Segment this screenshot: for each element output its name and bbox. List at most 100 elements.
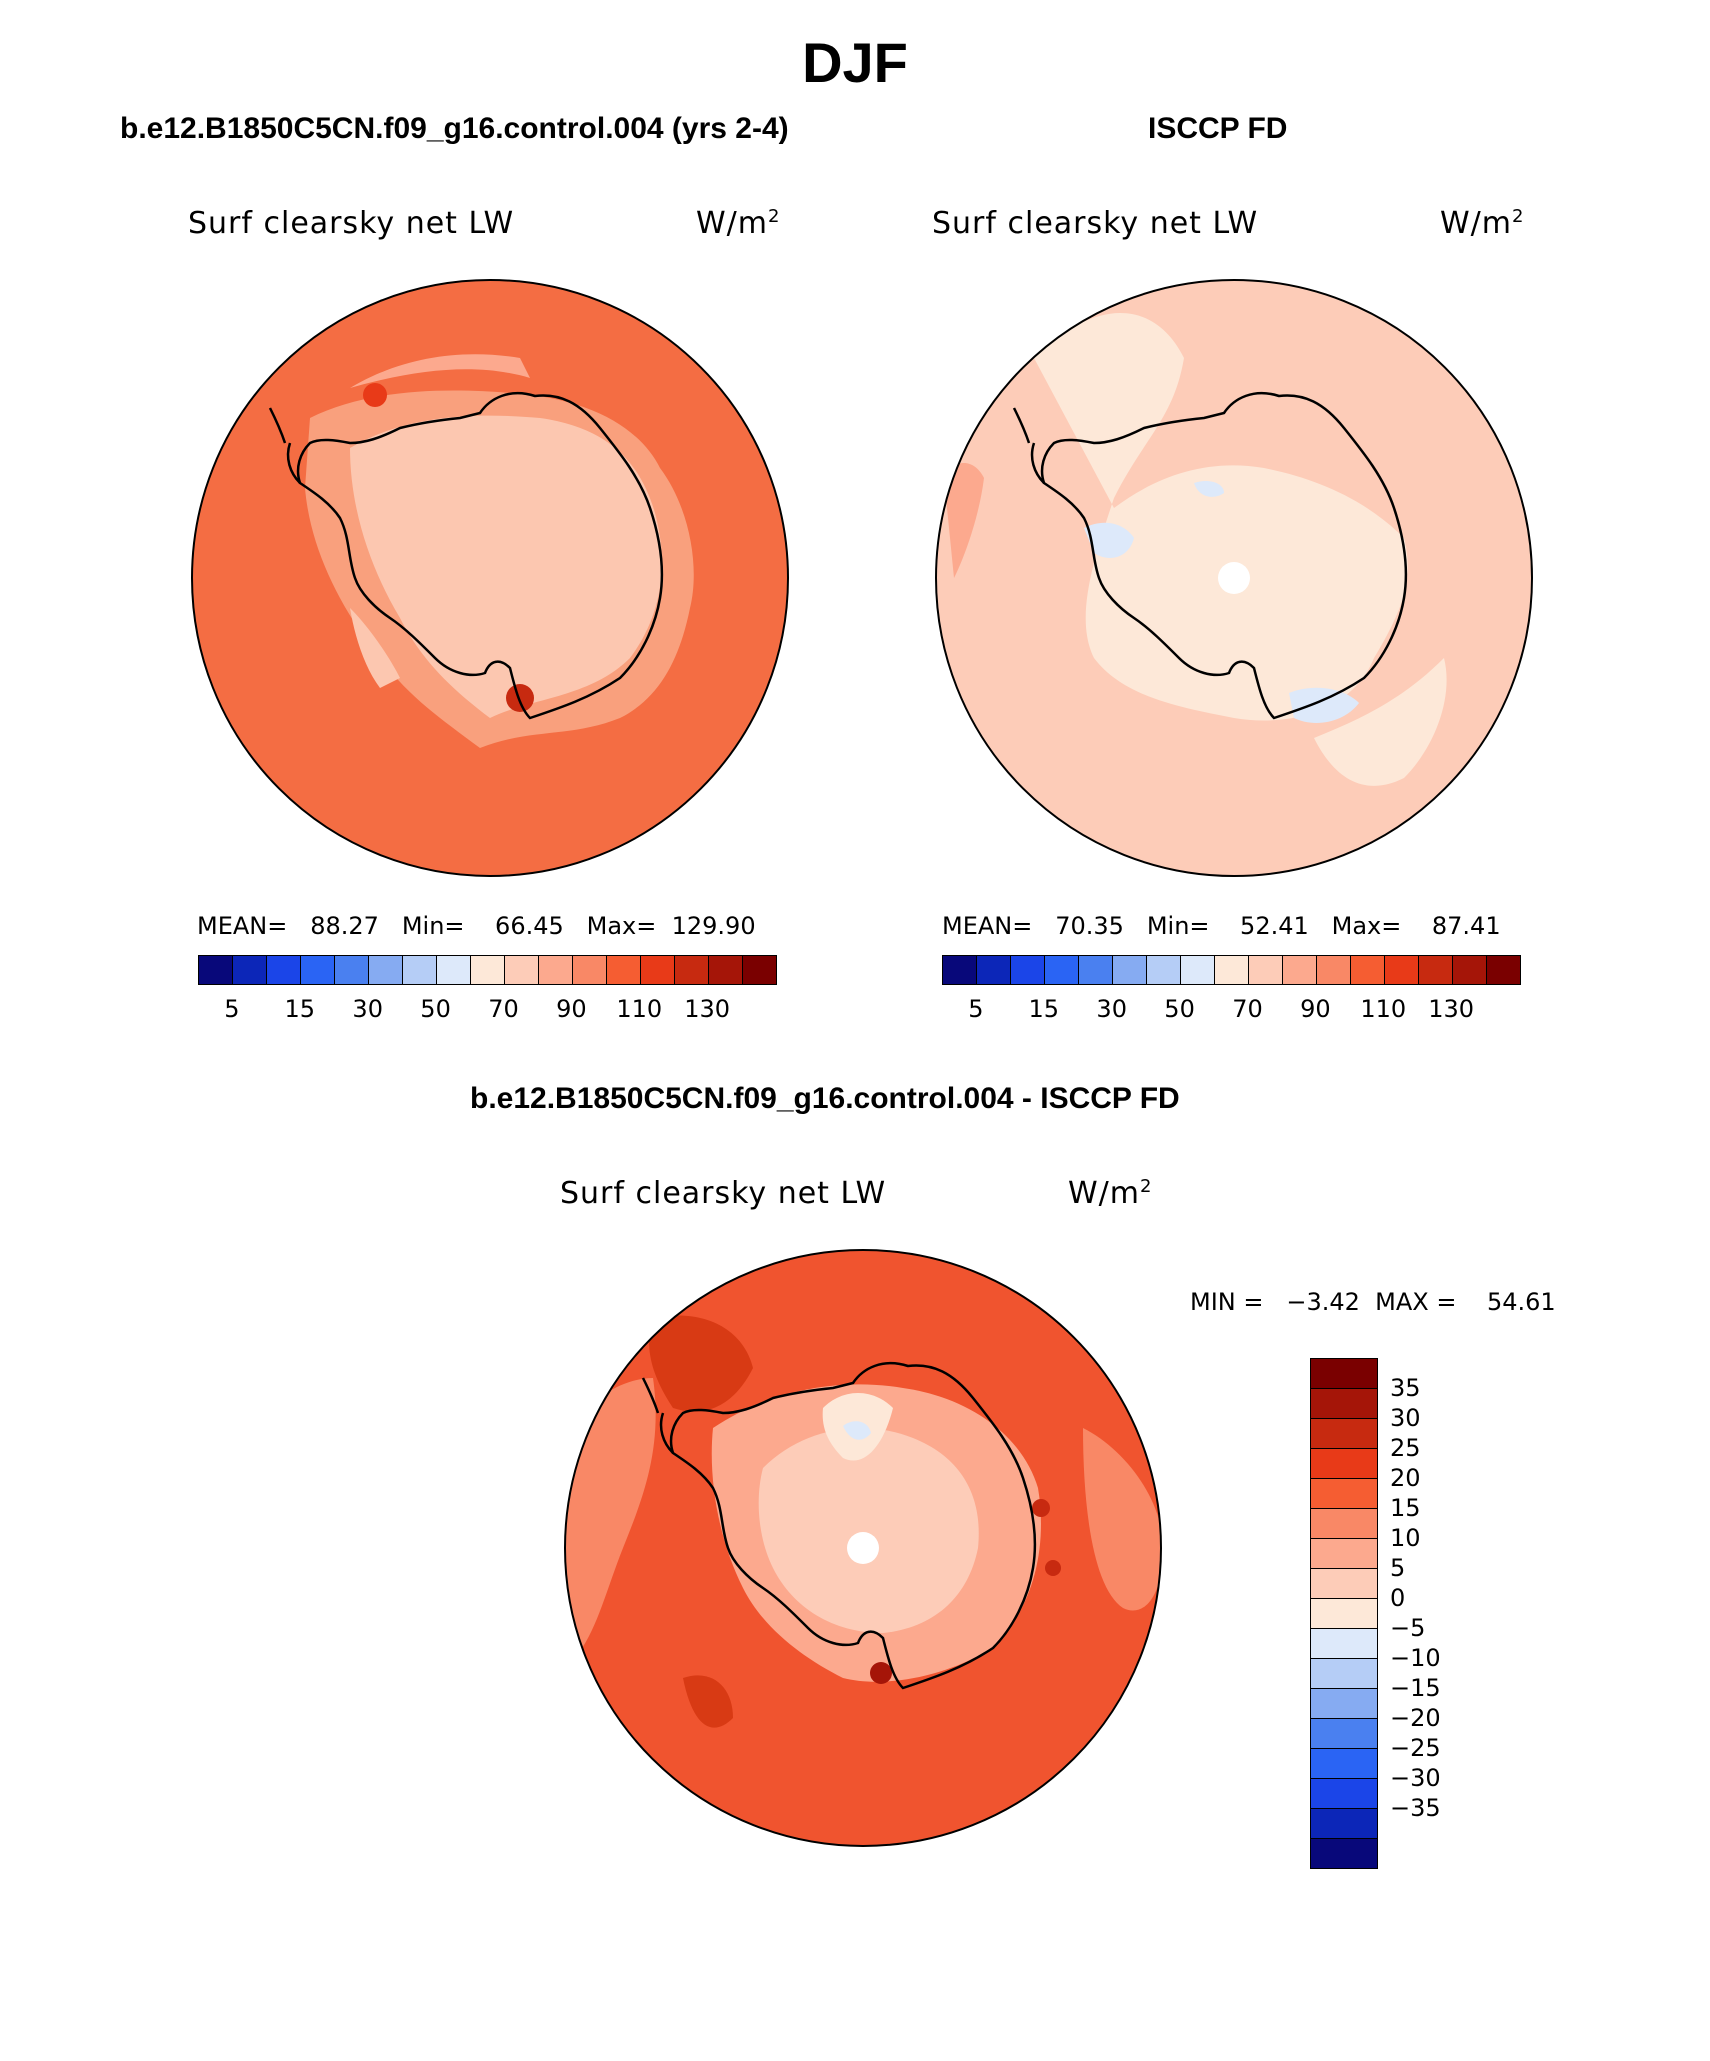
- colorbar-swatch: [233, 956, 267, 984]
- colorbar-swatch: [607, 956, 641, 984]
- colorbar-tick-label: 70: [1232, 995, 1263, 1023]
- colorbar-swatch: [1311, 1599, 1377, 1629]
- colorbar-swatch: [1453, 956, 1487, 984]
- colorbar-swatch: [403, 956, 437, 984]
- colorbar-swatch: [1311, 1689, 1377, 1719]
- colorbar-swatch: [301, 956, 335, 984]
- colorbar-tick-label: 15: [1390, 1494, 1421, 1522]
- colorbar-tick-label: 130: [684, 995, 731, 1023]
- antarctica-coastline: [1040, 391, 1408, 720]
- panel-header-model: b.e12.B1850C5CN.f09_g16.control.004 (yrs…: [120, 112, 789, 145]
- stats-obs: MEAN= 70.35 Min= 52.41 Max= 87.41: [942, 912, 1501, 940]
- colorbar-swatch: [1311, 1779, 1377, 1809]
- colorbar-swatch: [1311, 1389, 1377, 1419]
- colorbar-swatch: [1181, 956, 1215, 984]
- map-border: [935, 279, 1533, 877]
- plot-label-model: Surf clearsky net LW: [188, 206, 515, 241]
- colorbar-swatch: [743, 956, 776, 984]
- map-contour-hotspot: [870, 1662, 892, 1684]
- colorbar-swatch: [1317, 956, 1351, 984]
- polar-map-diff: [564, 1249, 1162, 1847]
- colorbar-model: [198, 955, 777, 985]
- panel-header-obs: ISCCP FD: [1148, 112, 1288, 145]
- colorbar-swatch: [369, 956, 403, 984]
- colorbar-tick-label: 25: [1390, 1434, 1421, 1462]
- colorbar-swatch: [505, 956, 539, 984]
- colorbar-swatch: [1311, 1839, 1377, 1868]
- colorbar-swatch: [1113, 956, 1147, 984]
- colorbar-swatch: [977, 956, 1011, 984]
- colorbar-tick-label: 10: [1390, 1524, 1421, 1552]
- colorbar-swatch: [1385, 956, 1419, 984]
- colorbar-tick-label: 30: [352, 995, 383, 1023]
- map-border: [191, 279, 789, 877]
- colorbar-tick-label: −35: [1390, 1794, 1441, 1822]
- minmax-diff: MIN = −3.42 MAX = 54.61: [1190, 1288, 1556, 1316]
- colorbar-tick-label: 0: [1390, 1584, 1406, 1612]
- colorbar-swatch: [267, 956, 301, 984]
- colorbar-swatch: [1419, 956, 1453, 984]
- colorbar-swatch: [1311, 1509, 1377, 1539]
- colorbar-tick-label: −25: [1390, 1734, 1441, 1762]
- colorbar-swatch: [1215, 956, 1249, 984]
- colorbar-tick-label: 110: [1360, 995, 1407, 1023]
- map-contour-cool-patch: [1084, 522, 1134, 558]
- map-contour-interior: [758, 1428, 979, 1633]
- colorbar-tick-label: −30: [1390, 1764, 1441, 1792]
- colorbar-swatch: [1311, 1809, 1377, 1839]
- colorbar-tick-label: 30: [1096, 995, 1127, 1023]
- colorbar-swatch: [1079, 956, 1113, 984]
- colorbar-swatch: [335, 956, 369, 984]
- page-title: DJF: [802, 31, 908, 94]
- colorbar-swatch: [573, 956, 607, 984]
- map-contour-hotspot: [506, 684, 534, 712]
- colorbar-swatch: [1351, 956, 1385, 984]
- colorbar-swatch: [641, 956, 675, 984]
- map-contour-interior: [350, 415, 662, 718]
- unit-label-diff: W/m2: [1068, 1176, 1153, 1211]
- colorbar-swatch: [539, 956, 573, 984]
- map-border: [564, 1249, 1162, 1847]
- colorbar-tick-label: 15: [284, 995, 316, 1023]
- pole-hole: [847, 1532, 879, 1564]
- pole-hole: [1218, 562, 1250, 594]
- colorbar-diff: [1310, 1358, 1378, 1869]
- colorbar-tick-label: 50: [420, 995, 451, 1023]
- colorbar-tick-label: −20: [1390, 1704, 1441, 1732]
- antarctica-coastline: [669, 1361, 1037, 1690]
- colorbar-tick-label: −15: [1390, 1674, 1441, 1702]
- colorbar-swatch: [1311, 1659, 1377, 1689]
- plot-label-obs: Surf clearsky net LW: [932, 206, 1259, 241]
- colorbar-tick-label: −10: [1390, 1644, 1441, 1672]
- colorbar-swatch: [1311, 1719, 1377, 1749]
- colorbar-swatch: [1311, 1569, 1377, 1599]
- colorbar-tick-label: 90: [556, 995, 587, 1023]
- colorbar-tick-label: 110: [616, 995, 663, 1023]
- colorbar-swatch: [1311, 1629, 1377, 1659]
- colorbar-swatch: [1249, 956, 1283, 984]
- colorbar-tick-label: 90: [1300, 995, 1331, 1023]
- colorbar-swatch: [943, 956, 977, 984]
- colorbar-swatch: [1311, 1479, 1377, 1509]
- colorbar-obs: [942, 955, 1521, 985]
- colorbar-tick-label: 35: [1390, 1374, 1421, 1402]
- colorbar-tick-label: −5: [1390, 1614, 1426, 1642]
- map-contour-cool-patch: [843, 1421, 871, 1440]
- colorbar-swatch: [1311, 1419, 1377, 1449]
- polar-map-obs: [935, 279, 1533, 877]
- colorbar-swatch: [1311, 1359, 1377, 1389]
- colorbar-swatch: [1011, 956, 1045, 984]
- antarctica-coastline: [296, 391, 664, 720]
- unit-label-obs: W/m2: [1440, 206, 1525, 241]
- stats-model: MEAN= 88.27 Min= 66.45 Max= 129.90: [197, 912, 756, 940]
- map-contour-warm-patch: [649, 1315, 753, 1412]
- colorbar-tick-label: 15: [1028, 995, 1060, 1023]
- colorbar-swatch: [675, 956, 709, 984]
- colorbar-swatch: [437, 956, 471, 984]
- unit-label-model: W/m2: [696, 206, 781, 241]
- colorbar-swatch: [1283, 956, 1317, 984]
- colorbar-swatch: [1311, 1449, 1377, 1479]
- panel-header-diff: b.e12.B1850C5CN.f09_g16.control.004 - IS…: [470, 1082, 1180, 1115]
- colorbar-swatch: [1045, 956, 1079, 984]
- colorbar-tick-label: 20: [1390, 1464, 1421, 1492]
